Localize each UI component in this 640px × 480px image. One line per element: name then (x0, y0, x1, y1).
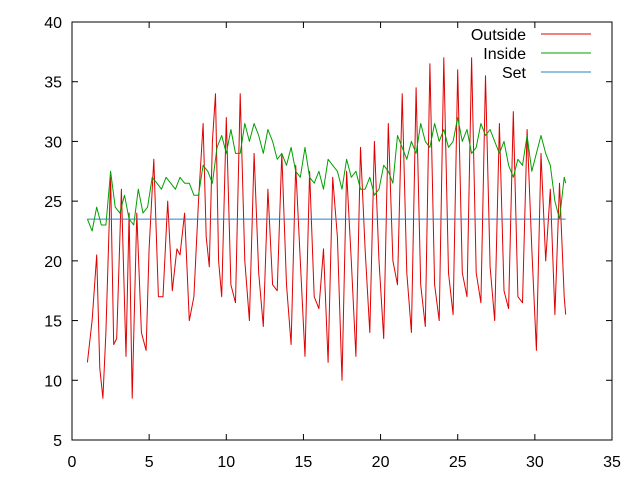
series-line-inside (86, 117, 567, 232)
y-tick-label: 30 (44, 134, 62, 151)
legend-label-inside: Inside (483, 46, 526, 63)
x-tick-label: 15 (295, 454, 313, 471)
x-tick-label: 0 (68, 454, 77, 471)
x-tick-labels: 0 5 10 15 20 25 30 35 (68, 454, 621, 471)
series-lines (86, 57, 567, 399)
x-tick-label: 30 (526, 454, 544, 471)
legend: Outside Inside Set (471, 27, 591, 82)
legend-label-outside: Outside (471, 27, 526, 44)
legend-label-set: Set (502, 65, 527, 82)
x-tick-label: 20 (372, 454, 390, 471)
y-tick-label: 5 (53, 433, 62, 450)
series-line-outside (86, 57, 567, 399)
x-tick-label: 35 (603, 454, 621, 471)
y-tick-label: 40 (44, 15, 62, 32)
x-tick-label: 25 (449, 454, 467, 471)
y-tick-label: 10 (44, 373, 62, 390)
x-tick-label: 5 (145, 454, 154, 471)
y-tick-label: 20 (44, 254, 62, 271)
x-tick-label: 10 (217, 454, 235, 471)
y-tick-labels: 5 10 15 20 25 30 35 40 (44, 15, 62, 450)
axis-ticks (71, 21, 613, 441)
y-tick-label: 25 (44, 194, 62, 211)
y-tick-label: 15 (44, 314, 62, 331)
y-tick-label: 35 (44, 75, 62, 92)
plot-frame (71, 21, 613, 441)
